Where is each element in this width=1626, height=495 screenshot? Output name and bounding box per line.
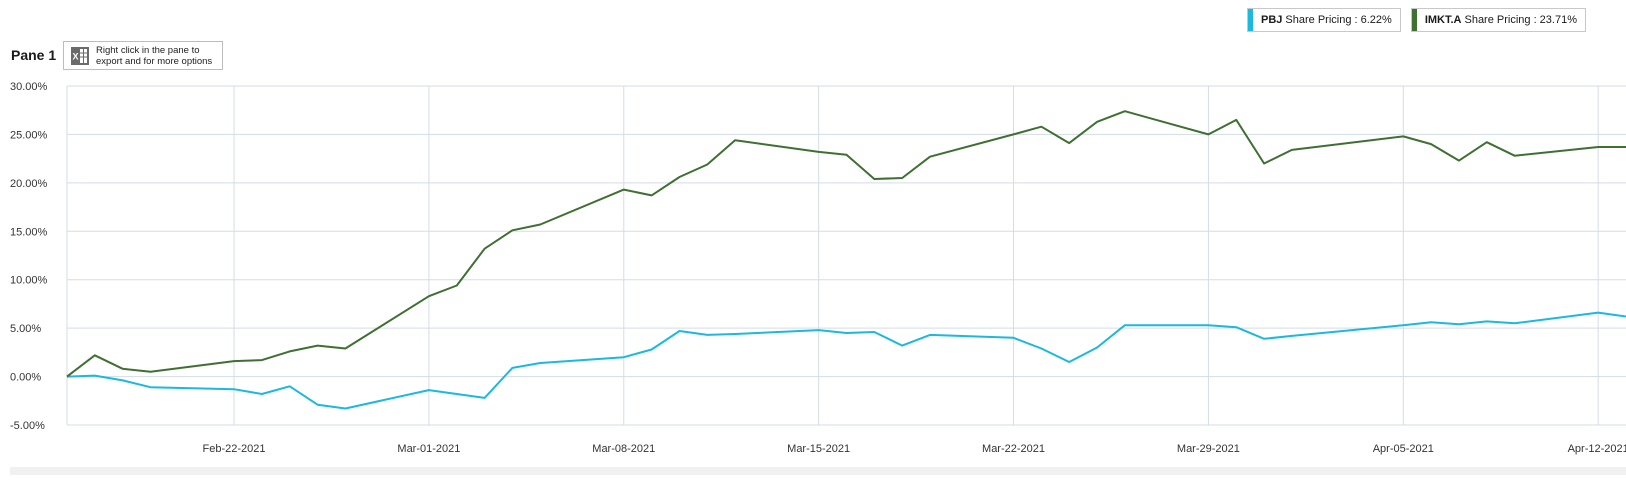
- x-tick-label: Mar-08-2021: [592, 443, 655, 455]
- series-line-imkt-a: [66, 110, 1626, 378]
- legend-label-imkt: Share Pricing : 23.71%: [1464, 14, 1577, 26]
- y-tick-label: 15.00%: [10, 226, 48, 238]
- y-tick-label: 25.00%: [10, 129, 48, 141]
- x-tick-label: Mar-29-2021: [1177, 443, 1240, 455]
- legend-item-pbj[interactable]: PBJ Share Pricing : 6.22%: [1247, 8, 1401, 32]
- legend-item-imkt[interactable]: IMKT.A Share Pricing : 23.71%: [1410, 8, 1586, 32]
- pane-title: Pane 1: [11, 47, 57, 63]
- y-tick-label: -5.00%: [10, 420, 45, 432]
- y-tick-label: 5.00%: [10, 323, 41, 335]
- x-tick-label: Mar-15-2021: [787, 443, 850, 455]
- y-tick-label: 20.00%: [10, 178, 48, 190]
- legend-swatch-pbj: [1248, 9, 1254, 31]
- x-tick-label: Mar-01-2021: [397, 443, 460, 455]
- legend-ticker-imkt: IMKT.A: [1424, 14, 1462, 26]
- legend-ticker-pbj: PBJ: [1261, 14, 1283, 26]
- y-tick-label: 0.00%: [10, 372, 41, 384]
- legend-label-pbj: Share Pricing : 6.22%: [1285, 14, 1392, 26]
- x-tick-label: Apr-12-2021: [1568, 443, 1626, 455]
- excel-export-icon[interactable]: X: [70, 46, 90, 66]
- export-hint-text: Right click in the pane to export and fo…: [96, 44, 213, 67]
- chart-legend: PBJ Share Pricing : 6.22% IMKT.A Share P…: [1247, 8, 1586, 32]
- svg-text:X: X: [72, 51, 78, 61]
- series-line-pbj: [66, 311, 1626, 410]
- x-tick-label: Mar-22-2021: [982, 443, 1045, 455]
- y-tick-label: 10.00%: [10, 275, 48, 287]
- y-tick-label: 30.00%: [10, 81, 48, 93]
- x-tick-label: Apr-05-2021: [1373, 443, 1434, 455]
- legend-swatch-imkt: [1411, 9, 1417, 31]
- export-hint-box[interactable]: X Right click in the pane to export and …: [63, 41, 223, 70]
- x-tick-label: Feb-22-2021: [203, 443, 266, 455]
- horizontal-scrollbar-track[interactable]: [10, 467, 1626, 475]
